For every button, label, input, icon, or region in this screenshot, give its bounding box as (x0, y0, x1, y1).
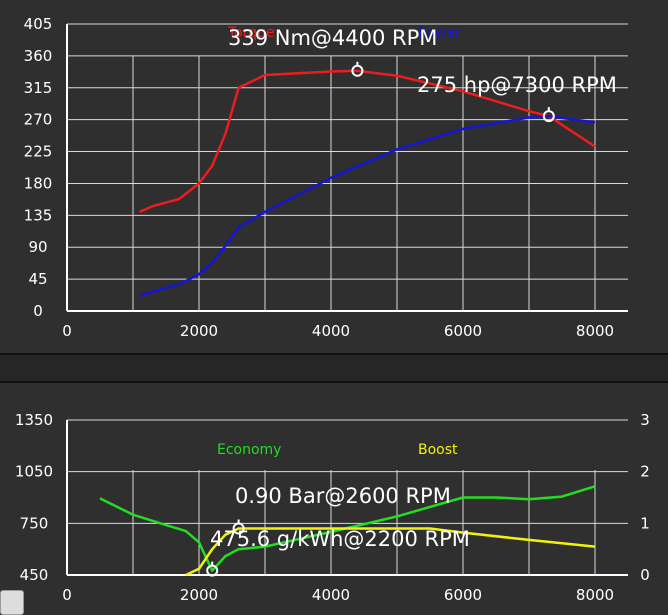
y-left-tick-label: 750 (20, 514, 49, 532)
x-tick-label: 4000 (312, 586, 350, 604)
y-tick-label: 360 (24, 47, 53, 65)
y-tick-label: 405 (24, 15, 53, 33)
y-tick-label: 0 (33, 302, 43, 320)
x-tick-label: 0 (62, 322, 72, 340)
y-right-tick-label: 2 (640, 463, 650, 481)
y-tick-label: 135 (24, 206, 53, 224)
x-tick-label: 6000 (444, 322, 482, 340)
peak-annotation: 275 hp@7300 RPM (417, 73, 617, 97)
y-right-tick-label: 0 (640, 566, 650, 584)
y-left-tick-label: 450 (20, 566, 49, 584)
y-tick-label: 270 (24, 111, 53, 129)
x-tick-label: 8000 (576, 586, 614, 604)
x-tick-label: 6000 (444, 586, 482, 604)
y-left-tick-label: 1050 (15, 463, 53, 481)
y-tick-label: 180 (24, 174, 53, 192)
y-tick-label: 90 (28, 238, 47, 256)
legend-torque: Torque (227, 25, 275, 41)
corner-button[interactable] (0, 590, 24, 615)
peak-annotation: 339 Nm@4400 RPM (228, 26, 437, 50)
x-tick-label: 4000 (312, 322, 350, 340)
y-left-tick-label: 1350 (15, 411, 53, 429)
x-tick-label: 8000 (576, 322, 614, 340)
y-right-tick-label: 1 (640, 514, 650, 532)
torque-power-plot: 0 45 90 135 180 225 270 315 360 405 0 2000 4000 6000 8… (24, 15, 628, 340)
economy-boost-plot: 450 750 1050 1350 0 1 2 3 0 2000 4000 6000 8000 Econo… (15, 411, 650, 604)
y-right-tick-label: 3 (640, 411, 650, 429)
x-tick-label: 0 (62, 586, 72, 604)
panel-divider (0, 354, 668, 382)
legend-boost: Boost (418, 442, 458, 458)
x-tick-label: 2000 (180, 322, 218, 340)
x-tick-label: 2000 (180, 586, 218, 604)
y-tick-label: 45 (28, 270, 47, 288)
series-line-torque (139, 69, 596, 213)
peak-annotation: 475.6 g/kWh@2200 RPM (210, 527, 470, 551)
series-line-boost (185, 527, 596, 577)
series-line-economy (99, 485, 596, 572)
peak-annotation: 0.90 Bar@2600 RPM (235, 484, 451, 508)
y-tick-label: 315 (24, 79, 53, 97)
y-tick-label: 225 (24, 143, 53, 161)
legend-power: Power (418, 25, 461, 41)
legend-economy: Economy (217, 442, 281, 458)
series-line-power (139, 114, 596, 297)
